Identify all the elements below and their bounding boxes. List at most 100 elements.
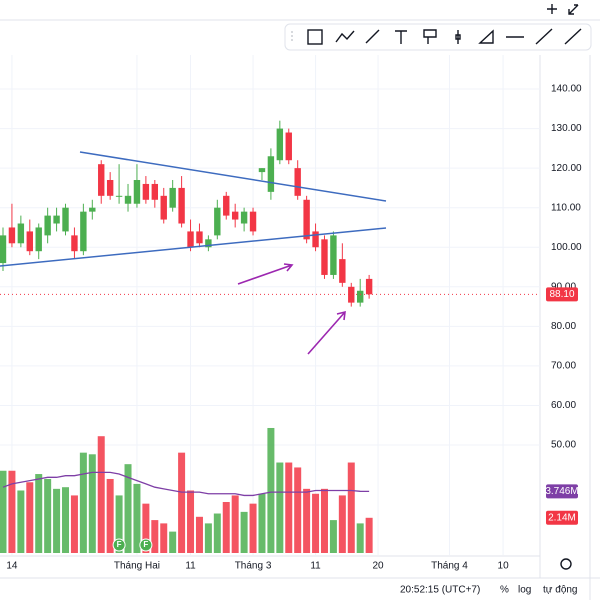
- trend-tool[interactable]: [564, 28, 582, 45]
- volume-bar: [169, 531, 177, 553]
- volume-bar: [35, 474, 43, 553]
- volume-bar: [0, 470, 7, 553]
- candle-body: [71, 235, 78, 252]
- arrow: [237, 263, 294, 285]
- add-button[interactable]: [547, 4, 557, 14]
- x-tick-label: 20: [372, 561, 384, 572]
- auto-toggle[interactable]: tự động: [543, 585, 578, 596]
- volume-bar: [187, 490, 195, 553]
- volume-bar: [312, 493, 320, 553]
- volume-bar: [53, 488, 61, 553]
- note-tool[interactable]: [423, 29, 437, 44]
- volume-bar: [320, 488, 328, 553]
- clock: 20:52:15 (UTC+7): [400, 585, 480, 596]
- arrow: [307, 310, 346, 355]
- candle-body: [106, 180, 114, 196]
- candle-body: [26, 231, 33, 252]
- volume-bar: [213, 513, 221, 553]
- volume-bar: [276, 462, 284, 553]
- candle-body: [53, 215, 60, 224]
- candle-body: [339, 259, 346, 283]
- y-tick-label: 130.00: [551, 123, 582, 134]
- volume-bar: [97, 436, 105, 553]
- volume-bar: [204, 523, 212, 553]
- price-tag: 88.10: [549, 289, 574, 300]
- volume-bar: [124, 464, 132, 553]
- candle-body: [62, 207, 69, 232]
- candle-body: [151, 183, 159, 200]
- candle-body: [249, 211, 257, 232]
- candle-body: [169, 187, 176, 208]
- volume-bar: [365, 517, 373, 553]
- ma-tag-box: [546, 484, 578, 499]
- volume-ma: [2, 471, 370, 497]
- y-tick-label: 70.00: [551, 361, 576, 372]
- x-tick-label: 11: [185, 561, 196, 572]
- volume-bar: [151, 520, 159, 553]
- triangle-tool[interactable]: [478, 29, 494, 44]
- volume-bar: [347, 462, 355, 553]
- candle-body: [312, 231, 319, 248]
- volume-bar: [329, 520, 337, 553]
- candle-body: [0, 235, 7, 264]
- event-marker: [112, 538, 126, 552]
- volume-bar: [44, 478, 52, 553]
- candle-body: [124, 195, 132, 204]
- volume-bar: [160, 523, 168, 553]
- volume-bar: [240, 511, 248, 553]
- volume-bar: [62, 487, 70, 553]
- volume-bar: [70, 495, 78, 553]
- volume-bar: [222, 502, 230, 553]
- volume-bar: [294, 467, 302, 553]
- candle-body: [357, 290, 364, 303]
- top-controls: [284, 4, 592, 51]
- candle-body: [303, 199, 310, 240]
- x-tick-label: Tháng 4: [431, 561, 468, 572]
- ray-tool[interactable]: [535, 28, 553, 45]
- candle-body: [276, 128, 284, 161]
- candle-body: [160, 195, 167, 220]
- volume-bar: [285, 462, 293, 553]
- drawing-toolbar: [284, 23, 592, 51]
- x-tick-label: 10: [498, 561, 510, 572]
- volume-bar: [88, 454, 96, 553]
- y-tick-label: 100.00: [551, 242, 582, 253]
- trend-line: [79, 151, 387, 202]
- volume-tag-box: [546, 510, 578, 525]
- candle-body: [330, 235, 337, 275]
- candle-body: [267, 156, 275, 192]
- settings-button[interactable]: [560, 558, 572, 570]
- percent-toggle[interactable]: %: [500, 585, 509, 596]
- event-label: F: [117, 540, 122, 549]
- volume-bar: [356, 523, 364, 553]
- path-tool[interactable]: [335, 30, 355, 43]
- volume-bar: [17, 490, 25, 553]
- volume-bar: [142, 503, 150, 553]
- candle-body: [294, 168, 301, 196]
- candle-body: [231, 211, 239, 220]
- candle-body: [223, 195, 230, 216]
- price-tag-box: [546, 287, 578, 302]
- trend-line: [0, 227, 387, 267]
- line-tool[interactable]: [365, 29, 380, 44]
- x-tick-label: 14: [6, 561, 18, 572]
- ma-tag: 3.746M: [545, 486, 578, 497]
- candle-body: [44, 215, 51, 236]
- text-tool[interactable]: [395, 30, 407, 44]
- y-tick-label: 50.00: [551, 440, 576, 451]
- y-tick-label: 60.00: [551, 400, 576, 411]
- marker-tool[interactable]: [455, 30, 461, 44]
- rectangle-tool[interactable]: [307, 29, 323, 45]
- volume-bar: [178, 452, 186, 553]
- log-toggle[interactable]: log: [518, 585, 531, 596]
- candle-body: [365, 278, 373, 295]
- volume-bar: [249, 503, 257, 553]
- candle-body: [214, 207, 221, 236]
- volume-tag: 2.14M: [548, 512, 576, 523]
- volume-bar: [338, 495, 346, 553]
- expand-button[interactable]: [568, 4, 579, 15]
- x-tick-label: Tháng Hai: [114, 561, 160, 572]
- event-label: F: [143, 540, 148, 549]
- volume-bar: [195, 516, 203, 553]
